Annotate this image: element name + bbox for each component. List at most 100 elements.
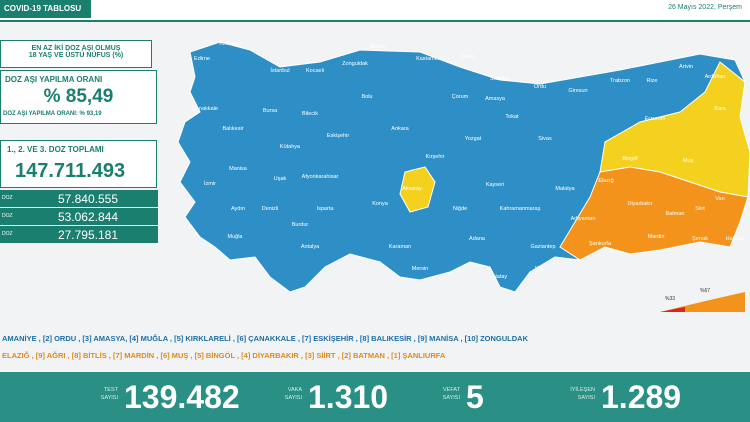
city-label: Bolu bbox=[361, 94, 372, 100]
top-ranking: AMANİYE , [2] ORDU , [3] AMASYA, [4] MUĞ… bbox=[2, 334, 528, 343]
dose-value: 53.062.844 bbox=[57, 210, 118, 224]
stat-label: VEFAT SAYISI bbox=[420, 386, 460, 402]
city-label: Konya bbox=[372, 201, 389, 207]
orange-region bbox=[559, 166, 749, 261]
city-label: Karaman bbox=[389, 244, 411, 250]
city-label: Malatya bbox=[555, 186, 575, 192]
city-label: Muğla bbox=[228, 234, 244, 240]
city-label: Bingöl bbox=[622, 156, 637, 162]
city-label: Şanlıurfa bbox=[589, 241, 612, 247]
stat-value: 139.482 bbox=[124, 379, 240, 415]
stat-label-line: TEST bbox=[103, 387, 118, 393]
dose-value: 57.840.555 bbox=[57, 192, 118, 206]
city-label: Burdur bbox=[292, 222, 309, 228]
city-label: Balıkesir bbox=[222, 126, 243, 132]
legend-gradient bbox=[660, 292, 745, 312]
city-label: Siirt bbox=[695, 206, 705, 212]
dose-label: DOZ bbox=[2, 231, 13, 237]
city-label: Bursa bbox=[263, 108, 278, 114]
city-label: Hatay bbox=[493, 274, 508, 280]
total-value: 147.711.493 bbox=[15, 160, 126, 182]
rate-note: DOZ AŞI YAPILMA ORANI: % 93,19 bbox=[3, 111, 102, 117]
city-label: Edirne bbox=[194, 56, 210, 62]
stat-label-line: SAYISI bbox=[284, 395, 302, 401]
stat-value: 5 bbox=[466, 379, 484, 415]
total-label: 1., 2. VE 3. DOZ TOPLAMI bbox=[7, 145, 104, 154]
city-label: Sivas bbox=[538, 136, 552, 142]
dose-value: 27.795.181 bbox=[57, 228, 118, 242]
city-label: Ankara bbox=[391, 126, 409, 132]
city-label: Amasya bbox=[485, 96, 506, 102]
bottom-ranking: ELAZIĞ , [9] AĞRI , [8] BİTLİS , [7] MAR… bbox=[2, 351, 446, 360]
city-label: Çanakkale bbox=[192, 106, 218, 112]
dose-row: DOZ 27.795.181 bbox=[0, 226, 158, 244]
legend-label: %33 bbox=[665, 296, 675, 302]
title: COVID-19 TABLOSU bbox=[0, 0, 92, 18]
city-label: Sinop bbox=[461, 54, 475, 60]
city-label: Kars bbox=[714, 106, 726, 112]
stat-label: VAKA SAYISI bbox=[262, 386, 302, 402]
heading-line: EN AZ İKİ DOZ AŞI OLMUŞ bbox=[31, 45, 121, 52]
city-label: Aydın bbox=[231, 206, 245, 212]
heading-line: 18 YAŞ VE ÜSTÜ NÜFUS (%) bbox=[28, 52, 124, 59]
dose-label: DOZ bbox=[2, 195, 13, 201]
city-label: Rize bbox=[646, 78, 657, 84]
city-label: Ordu bbox=[534, 84, 546, 90]
legend: %33 %67 bbox=[660, 288, 745, 312]
legend-gradient bbox=[660, 307, 685, 312]
yellow-region bbox=[399, 166, 436, 213]
total-box: 1., 2. VE 3. DOZ TOPLAMI 147.711.493 bbox=[0, 140, 157, 188]
stats-bar: TEST SAYISI 139.482 VAKA SAYISI 1.310 VEFAT SAY… bbox=[0, 372, 750, 422]
dose-label: DOZ bbox=[2, 213, 13, 219]
city-label: Gaziantep bbox=[530, 244, 555, 250]
city-label: Şırnak bbox=[692, 236, 708, 242]
city-label: Eskişehir bbox=[327, 133, 349, 139]
stat: VAKA SAYISI 1.310 bbox=[262, 376, 442, 418]
city-label: Bilecik bbox=[302, 111, 318, 117]
city-label: Adana bbox=[469, 236, 486, 242]
city-label: Çorum bbox=[452, 94, 469, 100]
city-label: Batman bbox=[666, 211, 685, 217]
city-label: Trabzon bbox=[610, 78, 630, 84]
city-label: Aksaray bbox=[402, 186, 422, 192]
stat-value: 1.310 bbox=[308, 379, 389, 415]
city-label: Giresun bbox=[568, 88, 587, 94]
stat-value: 1.289 bbox=[601, 379, 682, 415]
city-label: Yozgat bbox=[465, 136, 482, 142]
city-label: Mardin bbox=[648, 234, 665, 240]
city-label: Isparta bbox=[317, 206, 335, 212]
stat-label-line: VAKA bbox=[287, 387, 302, 393]
stat-label: İYİLEŞEN SAYISI bbox=[555, 386, 595, 402]
stat-label-line: İYİLEŞEN bbox=[570, 387, 595, 393]
city-label: Ardahan bbox=[705, 74, 726, 80]
rate-box: DOZ AŞI YAPILMA ORANI % 85,49 DOZ AŞI YA… bbox=[0, 70, 157, 124]
city-label: Mersin bbox=[412, 266, 429, 272]
date: 26 Mayıs 2022, Perşem bbox=[668, 4, 742, 11]
city-label: Erzurum bbox=[645, 116, 666, 122]
map: Kırklareli Edirne İstanbul Kocaeli Zonguldak… bbox=[177, 41, 750, 312]
city-label: Kayseri bbox=[486, 182, 504, 188]
city-label: Afyonkarahisar bbox=[302, 174, 339, 180]
stat: İYİLEŞEN SAYISI 1.289 bbox=[555, 376, 735, 418]
dose-row: DOZ 53.062.844 bbox=[0, 208, 158, 226]
stat: TEST SAYISI 139.482 bbox=[78, 376, 258, 418]
city-label: Antalya bbox=[301, 244, 320, 250]
stat-label-line: SAYISI bbox=[100, 395, 118, 401]
stat-label-line: VEFAT bbox=[442, 387, 460, 393]
city-label: Adıyaman bbox=[571, 216, 596, 222]
city-label: Kocaeli bbox=[306, 68, 324, 74]
city-label: Samsun bbox=[490, 76, 510, 82]
stat-label-line: SAYISI bbox=[577, 395, 595, 401]
city-labels: Kırklareli Edirne İstanbul Kocaeli Zonguldak… bbox=[192, 41, 744, 280]
city-label: Denizli bbox=[262, 206, 279, 212]
city-label: Diyarbakır bbox=[627, 201, 652, 207]
city-label: Niğde bbox=[453, 206, 467, 212]
stat-label: TEST SAYISI bbox=[78, 386, 118, 402]
city-label: İzmir bbox=[204, 180, 216, 187]
city-label: Kastamonu bbox=[416, 56, 444, 62]
stat-label-line: SAYISI bbox=[442, 395, 460, 401]
vaccine-heading: EN AZ İKİ DOZ AŞI OLMUŞ 18 YAŞ VE ÜSTÜ N… bbox=[0, 40, 152, 68]
dose-row: DOZ 57.840.555 bbox=[0, 190, 158, 208]
city-label: Kırklareli bbox=[219, 41, 240, 47]
